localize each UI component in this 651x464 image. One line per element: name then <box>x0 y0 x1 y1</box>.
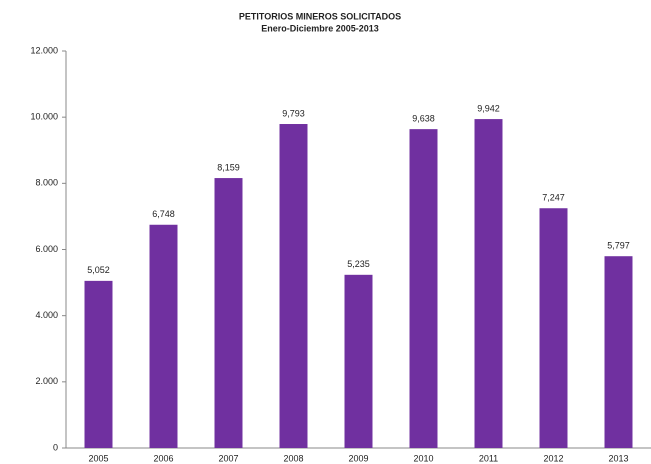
value-label: 9,942 <box>477 103 500 113</box>
value-label: 9,793 <box>282 108 305 118</box>
bar <box>409 129 438 449</box>
y-tick-label: 12.000 <box>30 45 58 55</box>
value-label: 5,235 <box>347 259 370 269</box>
value-label: 5,052 <box>87 265 110 275</box>
bar <box>539 208 568 448</box>
x-tick-label: 2006 <box>153 453 173 463</box>
x-tick-label: 2010 <box>413 453 433 463</box>
value-label: 5,797 <box>607 241 630 251</box>
y-tick-label: 4.000 <box>35 310 58 320</box>
value-label: 8,159 <box>217 162 240 172</box>
bar <box>344 274 373 448</box>
x-tick-label: 2005 <box>88 453 108 463</box>
bar <box>604 256 633 448</box>
y-tick-label: 2.000 <box>35 376 58 386</box>
chart-subtitle: Enero-Diciembre 2005-2013 <box>261 23 379 33</box>
x-tick-label: 2009 <box>348 453 368 463</box>
bar <box>149 224 178 448</box>
x-tick-label: 2013 <box>608 453 628 463</box>
bar <box>474 119 503 448</box>
x-tick-label: 2008 <box>283 453 303 463</box>
y-tick-label: 0 <box>53 442 58 452</box>
value-label: 7,247 <box>542 193 565 203</box>
bar <box>214 178 243 448</box>
x-tick-label: 2007 <box>218 453 238 463</box>
x-tick-label: 2011 <box>479 453 498 463</box>
bar <box>279 124 308 448</box>
bar <box>84 280 113 448</box>
value-label: 9,638 <box>412 114 435 124</box>
chart-title: PETITORIOS MINEROS SOLICITADOS <box>239 11 401 21</box>
y-tick-label: 6.000 <box>35 244 58 254</box>
y-tick-label: 10.000 <box>30 112 58 122</box>
x-tick-label: 2012 <box>543 453 563 463</box>
y-tick-label: 8.000 <box>35 178 58 188</box>
value-label: 6,748 <box>152 209 175 219</box>
